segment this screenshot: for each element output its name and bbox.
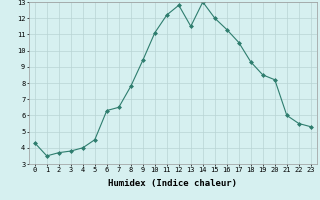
X-axis label: Humidex (Indice chaleur): Humidex (Indice chaleur)	[108, 179, 237, 188]
